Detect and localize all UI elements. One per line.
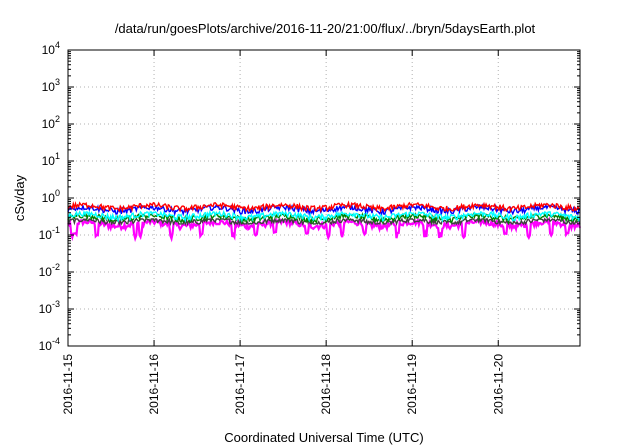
x-tick-label: 2016-11-20 [491,354,505,415]
x-axis-label: Coordinated Universal Time (UTC) [224,430,423,445]
y-tick-label: 102 [42,114,60,131]
x-tick-label: 2016-11-19 [405,354,419,415]
y-tick-label: 100 [42,188,60,205]
series-line [67,200,581,214]
y-tick-label: 103 [42,77,60,94]
y-axis-label: cSv/day [12,174,27,221]
y-tick-label: 101 [42,151,60,168]
y-tick-label: 10-3 [39,299,60,316]
y-tick-label: 10-2 [39,262,60,279]
chart-title: /data/run/goesPlots/archive/2016-11-20/2… [115,21,536,36]
series-line [67,209,581,224]
grid [68,50,580,346]
x-tick-label: 2016-11-15 [61,354,75,415]
y-tick-label: 10-1 [39,225,60,242]
y-tick-label: 104 [42,40,60,57]
y-tick-label: 10-4 [39,336,60,353]
x-tick-label: 2016-11-18 [319,354,333,415]
series-group [67,200,582,243]
series-line [67,216,581,227]
x-tick-label: 2016-11-17 [233,354,247,415]
axes: 10-4 10-3 10-2 10-1 100 101 102 103 104 2016-11-1… [39,40,580,415]
series-line [67,202,581,217]
x-tick-label: 2016-11-16 [147,354,161,415]
